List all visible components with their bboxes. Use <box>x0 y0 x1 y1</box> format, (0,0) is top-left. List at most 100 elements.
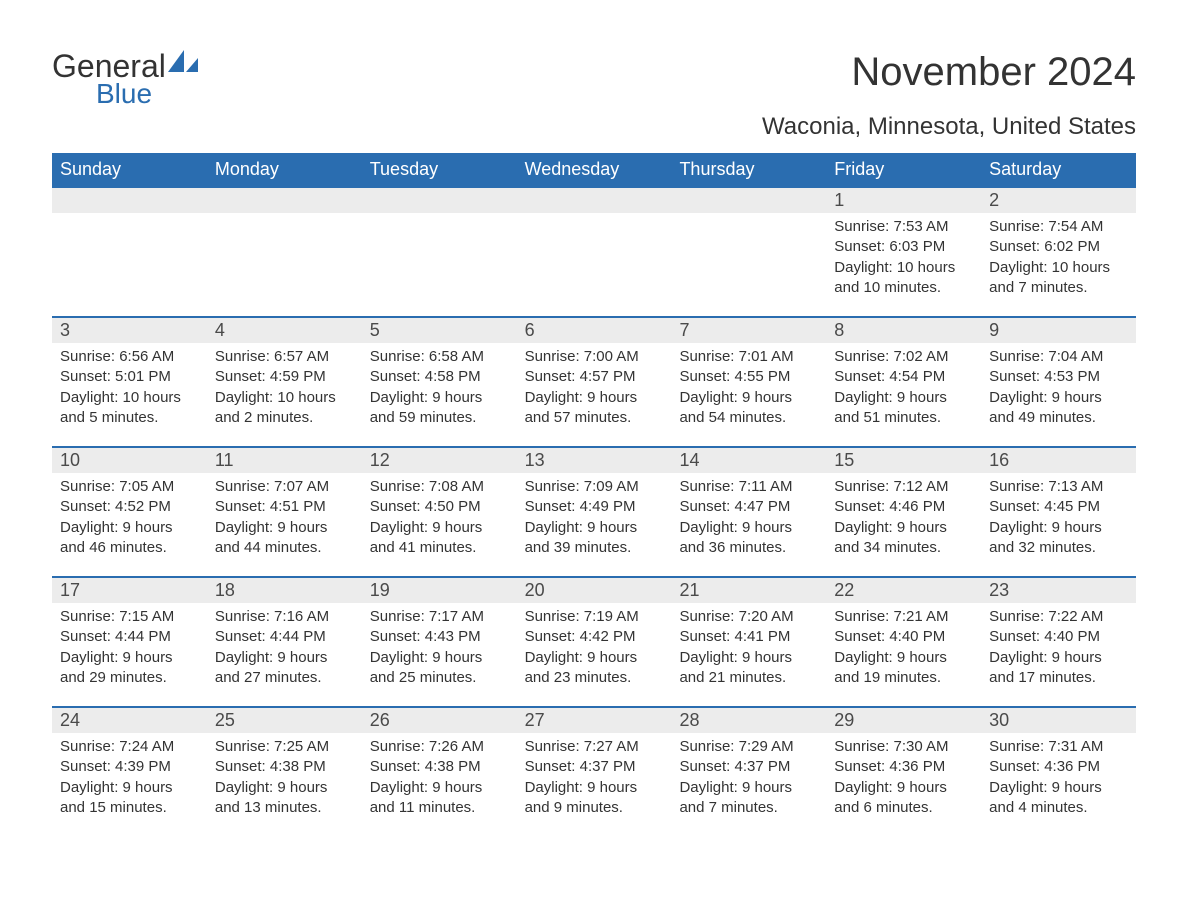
day-cell <box>517 188 672 316</box>
day-cell: 12Sunrise: 7:08 AMSunset: 4:50 PMDayligh… <box>362 448 517 576</box>
day-number: 29 <box>826 708 981 733</box>
day-body: Sunrise: 7:21 AMSunset: 4:40 PMDaylight:… <box>826 603 981 696</box>
day-number: 30 <box>981 708 1136 733</box>
day-body: Sunrise: 7:31 AMSunset: 4:36 PMDaylight:… <box>981 733 1136 826</box>
daylight-line: Daylight: 9 hours and 11 minutes. <box>370 778 509 819</box>
sunset-line: Sunset: 4:40 PM <box>834 627 973 647</box>
day-number: 22 <box>826 578 981 603</box>
sunset-line: Sunset: 4:52 PM <box>60 497 199 517</box>
sunset-line: Sunset: 6:03 PM <box>834 237 973 257</box>
day-body: Sunrise: 7:05 AMSunset: 4:52 PMDaylight:… <box>52 473 207 566</box>
sunrise-line: Sunrise: 6:58 AM <box>370 347 509 367</box>
day-cell: 8Sunrise: 7:02 AMSunset: 4:54 PMDaylight… <box>826 318 981 446</box>
daylight-line: Daylight: 9 hours and 9 minutes. <box>525 778 664 819</box>
day-cell: 6Sunrise: 7:00 AMSunset: 4:57 PMDaylight… <box>517 318 672 446</box>
day-body: Sunrise: 7:29 AMSunset: 4:37 PMDaylight:… <box>671 733 826 826</box>
day-cell: 1Sunrise: 7:53 AMSunset: 6:03 PMDaylight… <box>826 188 981 316</box>
daylight-line: Daylight: 9 hours and 17 minutes. <box>989 648 1128 689</box>
daylight-line: Daylight: 10 hours and 7 minutes. <box>989 258 1128 299</box>
sunset-line: Sunset: 4:53 PM <box>989 367 1128 387</box>
day-number-empty <box>671 188 826 213</box>
month-title: November 2024 <box>762 50 1136 95</box>
sunrise-line: Sunrise: 7:54 AM <box>989 217 1128 237</box>
sunrise-line: Sunrise: 7:12 AM <box>834 477 973 497</box>
dow-header-cell: Tuesday <box>362 153 517 186</box>
day-number-empty <box>517 188 672 213</box>
sunset-line: Sunset: 4:46 PM <box>834 497 973 517</box>
daylight-line: Daylight: 9 hours and 25 minutes. <box>370 648 509 689</box>
day-body: Sunrise: 7:12 AMSunset: 4:46 PMDaylight:… <box>826 473 981 566</box>
sunrise-line: Sunrise: 7:02 AM <box>834 347 973 367</box>
location: Waconia, Minnesota, United States <box>762 113 1136 141</box>
daylight-line: Daylight: 9 hours and 32 minutes. <box>989 518 1128 559</box>
sunrise-line: Sunrise: 7:24 AM <box>60 737 199 757</box>
day-number: 25 <box>207 708 362 733</box>
dow-header-cell: Monday <box>207 153 362 186</box>
day-cell: 20Sunrise: 7:19 AMSunset: 4:42 PMDayligh… <box>517 578 672 706</box>
sunrise-line: Sunrise: 7:20 AM <box>679 607 818 627</box>
sunset-line: Sunset: 4:37 PM <box>679 757 818 777</box>
day-body: Sunrise: 7:27 AMSunset: 4:37 PMDaylight:… <box>517 733 672 826</box>
day-number: 5 <box>362 318 517 343</box>
day-cell: 19Sunrise: 7:17 AMSunset: 4:43 PMDayligh… <box>362 578 517 706</box>
day-body: Sunrise: 7:26 AMSunset: 4:38 PMDaylight:… <box>362 733 517 826</box>
day-body: Sunrise: 7:22 AMSunset: 4:40 PMDaylight:… <box>981 603 1136 696</box>
sunset-line: Sunset: 4:41 PM <box>679 627 818 647</box>
day-cell: 17Sunrise: 7:15 AMSunset: 4:44 PMDayligh… <box>52 578 207 706</box>
day-cell <box>362 188 517 316</box>
sunrise-line: Sunrise: 7:13 AM <box>989 477 1128 497</box>
daylight-line: Daylight: 9 hours and 15 minutes. <box>60 778 199 819</box>
sunset-line: Sunset: 4:54 PM <box>834 367 973 387</box>
day-number: 3 <box>52 318 207 343</box>
daylight-line: Daylight: 10 hours and 10 minutes. <box>834 258 973 299</box>
day-cell: 21Sunrise: 7:20 AMSunset: 4:41 PMDayligh… <box>671 578 826 706</box>
day-number: 28 <box>671 708 826 733</box>
day-number-empty <box>52 188 207 213</box>
day-number: 19 <box>362 578 517 603</box>
day-number: 15 <box>826 448 981 473</box>
sunrise-line: Sunrise: 7:04 AM <box>989 347 1128 367</box>
sunrise-line: Sunrise: 7:15 AM <box>60 607 199 627</box>
daylight-line: Daylight: 9 hours and 19 minutes. <box>834 648 973 689</box>
day-cell: 9Sunrise: 7:04 AMSunset: 4:53 PMDaylight… <box>981 318 1136 446</box>
daylight-line: Daylight: 9 hours and 27 minutes. <box>215 648 354 689</box>
day-body: Sunrise: 7:53 AMSunset: 6:03 PMDaylight:… <box>826 213 981 306</box>
day-number: 6 <box>517 318 672 343</box>
day-body: Sunrise: 6:56 AMSunset: 5:01 PMDaylight:… <box>52 343 207 436</box>
day-body: Sunrise: 7:30 AMSunset: 4:36 PMDaylight:… <box>826 733 981 826</box>
sunset-line: Sunset: 6:02 PM <box>989 237 1128 257</box>
sunset-line: Sunset: 4:36 PM <box>834 757 973 777</box>
sunset-line: Sunset: 4:55 PM <box>679 367 818 387</box>
sunrise-line: Sunrise: 7:22 AM <box>989 607 1128 627</box>
day-number: 11 <box>207 448 362 473</box>
day-cell: 28Sunrise: 7:29 AMSunset: 4:37 PMDayligh… <box>671 708 826 836</box>
sunset-line: Sunset: 4:36 PM <box>989 757 1128 777</box>
daylight-line: Daylight: 10 hours and 2 minutes. <box>215 388 354 429</box>
sunset-line: Sunset: 4:45 PM <box>989 497 1128 517</box>
sunset-line: Sunset: 4:38 PM <box>370 757 509 777</box>
sunset-line: Sunset: 4:44 PM <box>215 627 354 647</box>
day-cell <box>671 188 826 316</box>
day-cell <box>207 188 362 316</box>
dow-header-cell: Wednesday <box>517 153 672 186</box>
sunset-line: Sunset: 4:59 PM <box>215 367 354 387</box>
dow-header-cell: Sunday <box>52 153 207 186</box>
day-body: Sunrise: 7:08 AMSunset: 4:50 PMDaylight:… <box>362 473 517 566</box>
day-body: Sunrise: 7:00 AMSunset: 4:57 PMDaylight:… <box>517 343 672 436</box>
day-body: Sunrise: 7:19 AMSunset: 4:42 PMDaylight:… <box>517 603 672 696</box>
sunrise-line: Sunrise: 7:25 AM <box>215 737 354 757</box>
day-cell: 14Sunrise: 7:11 AMSunset: 4:47 PMDayligh… <box>671 448 826 576</box>
day-body: Sunrise: 6:57 AMSunset: 4:59 PMDaylight:… <box>207 343 362 436</box>
weeks-container: 1Sunrise: 7:53 AMSunset: 6:03 PMDaylight… <box>52 186 1136 836</box>
day-number: 18 <box>207 578 362 603</box>
day-body: Sunrise: 7:20 AMSunset: 4:41 PMDaylight:… <box>671 603 826 696</box>
day-body: Sunrise: 7:25 AMSunset: 4:38 PMDaylight:… <box>207 733 362 826</box>
daylight-line: Daylight: 9 hours and 29 minutes. <box>60 648 199 689</box>
sunrise-line: Sunrise: 7:07 AM <box>215 477 354 497</box>
dow-header-cell: Saturday <box>981 153 1136 186</box>
week-row: 1Sunrise: 7:53 AMSunset: 6:03 PMDaylight… <box>52 186 1136 316</box>
daylight-line: Daylight: 9 hours and 54 minutes. <box>679 388 818 429</box>
sunrise-line: Sunrise: 7:30 AM <box>834 737 973 757</box>
day-number: 7 <box>671 318 826 343</box>
day-cell: 13Sunrise: 7:09 AMSunset: 4:49 PMDayligh… <box>517 448 672 576</box>
